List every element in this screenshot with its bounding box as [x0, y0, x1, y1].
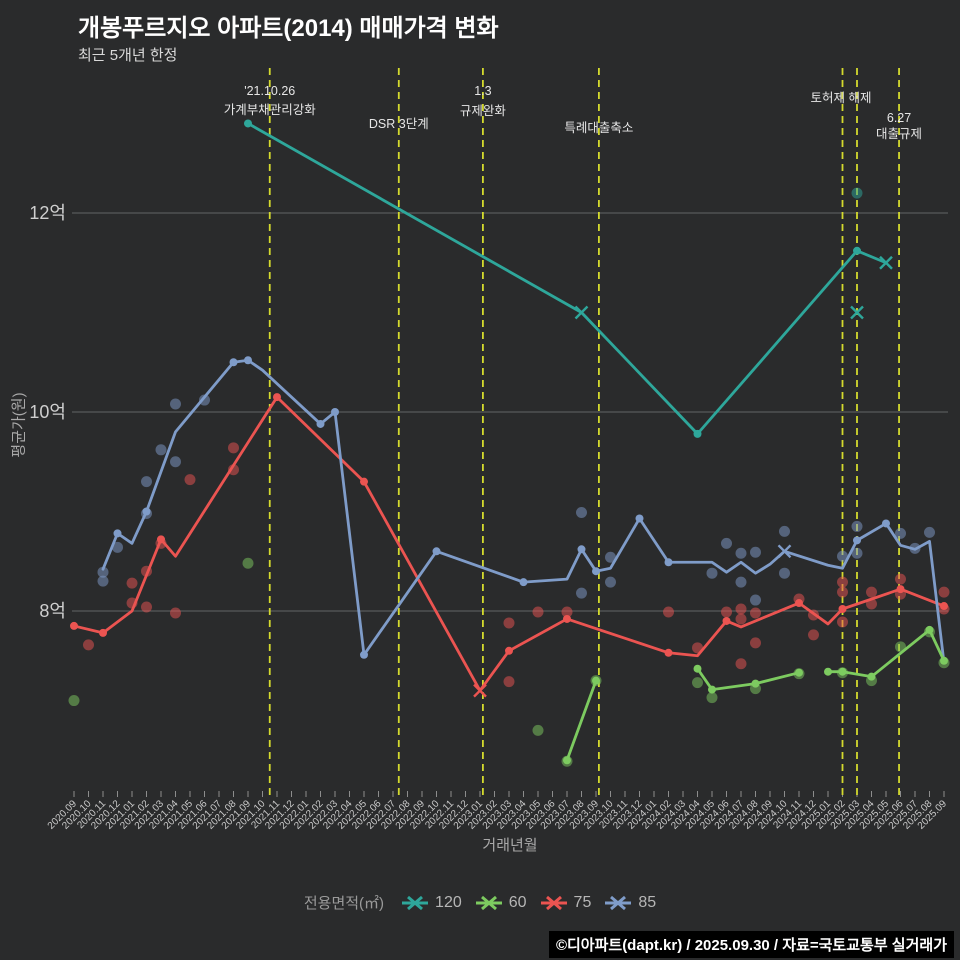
legend-title: 전용면적(㎡): [303, 895, 385, 912]
y-axis-title: 평균가(원): [10, 392, 28, 458]
svg-text:규제완화: 규제완화: [460, 104, 507, 118]
legend-marker-icon: [475, 895, 502, 910]
legend-item-label: 60: [508, 893, 527, 911]
svg-text:6.27: 6.27: [887, 111, 911, 125]
svg-text:12억: 12억: [29, 203, 66, 223]
legend-item-120: 120: [402, 894, 462, 912]
legend-item-60: 60: [475, 893, 527, 912]
legend-marker-icon: [402, 895, 429, 910]
legend-marker-icon: [540, 895, 567, 910]
page-subtitle: 최근 5개년 한정: [78, 47, 178, 64]
svg-text:8억: 8억: [39, 601, 66, 621]
legend-item-label: 75: [573, 893, 592, 911]
svg-text:DSR 3단계: DSR 3단계: [369, 117, 429, 131]
svg-text:토허제 해제: 토허제 해제: [811, 91, 872, 105]
svg-text:가계부채관리강화: 가계부채관리강화: [224, 103, 317, 117]
footer-credit: ©디아파트(dapt.kr) / 2025.09.30 / 자료=국토교통부 실…: [548, 931, 954, 958]
legend-marker-icon: [605, 895, 632, 910]
svg-text:대출규제: 대출규제: [876, 127, 922, 141]
legend-item-85: 85: [605, 894, 656, 912]
svg-text:'21.10.26: '21.10.26: [244, 84, 295, 98]
svg-text:10억: 10억: [29, 402, 66, 422]
svg-text:1.3: 1.3: [474, 84, 491, 98]
page-title: 개봉푸르지오 아파트(2014) 매매가격 변화: [78, 15, 499, 42]
legend-item-label: 85: [638, 893, 657, 911]
legend: 전용면적(㎡) 120 60 75 85: [0, 892, 960, 913]
x-axis-title: 거래년월: [482, 837, 538, 854]
svg-text:특례대출축소: 특례대출축소: [564, 121, 633, 135]
legend-item-75: 75: [540, 893, 592, 912]
legend-item-label: 120: [435, 893, 462, 911]
